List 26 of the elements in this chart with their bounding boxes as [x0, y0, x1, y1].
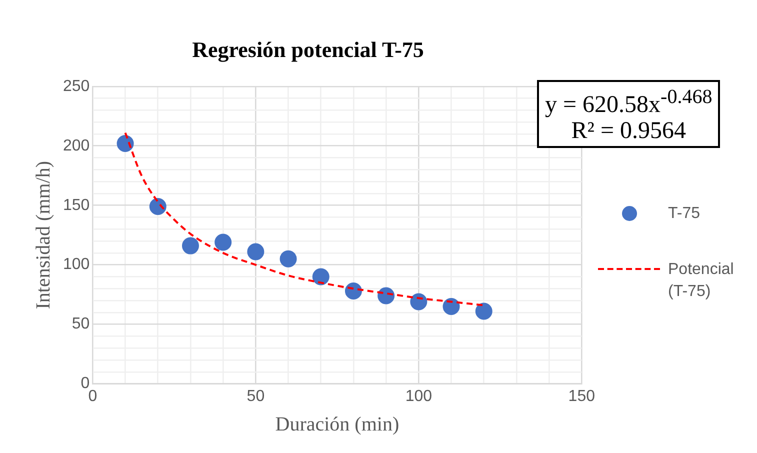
- point: [116, 135, 134, 152]
- y-tick-label: 150: [62, 196, 90, 214]
- point: [312, 268, 330, 286]
- legend-label: Potencial (T-75): [668, 260, 735, 302]
- point: [182, 237, 199, 254]
- point: [149, 198, 166, 216]
- x-tick-label: 150: [568, 388, 596, 405]
- point: [442, 298, 460, 315]
- y-tick-label: 0: [80, 375, 90, 392]
- annotation: R² = 0.9564: [570, 118, 687, 144]
- point: [214, 234, 232, 251]
- chart-title: Regresión potencial T-75: [192, 36, 424, 62]
- y-tick-label: 250: [62, 78, 90, 95]
- point: [280, 250, 297, 268]
- y-tick-label: 100: [62, 256, 90, 274]
- point: [410, 293, 428, 310]
- annotation: y = 620.58x$^{-0.468}$: [545, 85, 712, 118]
- x-tick-label: 50: [246, 388, 265, 405]
- y-axis-title: Intensidad (mm/h): [32, 160, 54, 310]
- point: [475, 302, 492, 320]
- x-tick-label: 100: [405, 388, 432, 405]
- point: [247, 243, 264, 260]
- x-axis-title: Duración (min): [275, 413, 400, 436]
- legend-label: T-75: [668, 204, 702, 224]
- y-tick-label: 50: [72, 316, 90, 333]
- y-tick-label: 200: [62, 137, 90, 154]
